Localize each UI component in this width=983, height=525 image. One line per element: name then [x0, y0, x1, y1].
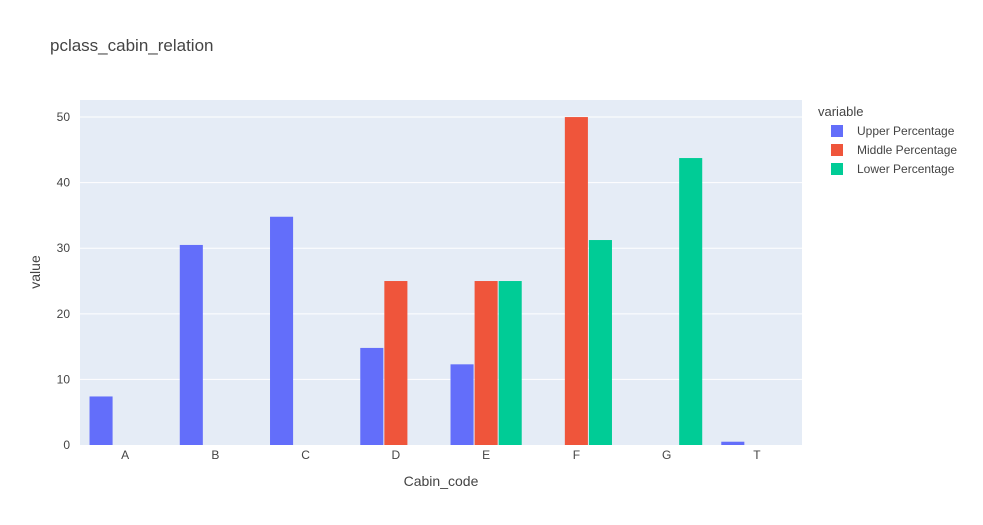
y-tick-label: 50 — [57, 110, 71, 124]
legend-swatch — [831, 125, 843, 137]
legend-swatch — [831, 163, 843, 175]
bar-C-0[interactable] — [270, 216, 294, 445]
chart-title: pclass_cabin_relation — [50, 36, 214, 55]
legend-item-label[interactable]: Middle Percentage — [857, 143, 957, 157]
x-tick-label: G — [662, 448, 671, 462]
x-tick-label: E — [482, 448, 490, 462]
bar-G-2[interactable] — [679, 158, 703, 446]
x-tick-label: F — [573, 448, 580, 462]
legend-item-label[interactable]: Upper Percentage — [857, 124, 955, 138]
bar-D-0[interactable] — [360, 347, 384, 445]
bar-F-2[interactable] — [588, 240, 612, 445]
x-tick-label: T — [753, 448, 761, 462]
y-tick-label: 40 — [57, 176, 71, 190]
bar-F-1[interactable] — [564, 117, 588, 446]
legend-title: variable — [818, 104, 864, 119]
x-tick-label: C — [301, 448, 310, 462]
bars-group — [89, 117, 745, 446]
bar-E-2[interactable] — [498, 281, 522, 445]
y-tick-label: 30 — [57, 241, 71, 255]
legend[interactable]: variable Upper Percentage Middle Percenta… — [818, 104, 957, 176]
y-tick-label: 0 — [63, 438, 70, 452]
bar-D-1[interactable] — [384, 281, 408, 445]
x-tick-label: B — [211, 448, 219, 462]
x-tick-label: D — [392, 448, 401, 462]
y-tick-labels: 0 10 20 30 40 50 — [57, 110, 71, 452]
bar-B-0[interactable] — [179, 244, 203, 445]
legend-swatch — [831, 144, 843, 156]
bar-E-0[interactable] — [450, 364, 474, 445]
x-axis-title: Cabin_code — [404, 473, 479, 489]
bar-A-0[interactable] — [89, 396, 113, 445]
bar-E-1[interactable] — [474, 281, 498, 445]
legend-item-label[interactable]: Lower Percentage — [857, 162, 955, 176]
y-axis-title: value — [27, 255, 43, 289]
bar-T-0[interactable] — [721, 441, 745, 445]
y-tick-label: 10 — [57, 372, 71, 386]
x-tick-label: A — [121, 448, 129, 462]
y-tick-label: 20 — [57, 307, 71, 321]
